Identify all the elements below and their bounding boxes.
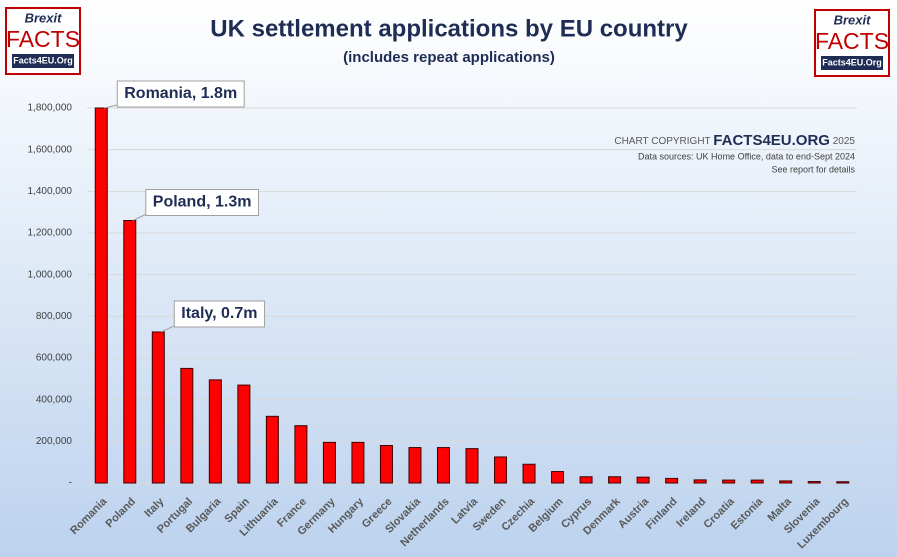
copyright-prefix: CHART COPYRIGHT (614, 136, 710, 147)
copyright-year: 2025 (833, 136, 856, 147)
y-tick-label: 1,800,000 (28, 103, 73, 114)
bar (237, 384, 251, 484)
callout-box (145, 189, 259, 216)
logo-url: Facts4EU.Org (822, 57, 882, 67)
logo-band (821, 56, 883, 70)
bar (579, 476, 593, 484)
annotation: Poland, 1.3m (153, 194, 252, 211)
bar (836, 481, 850, 484)
y-tick-label: 1,600,000 (28, 144, 73, 155)
copyright: CHART COPYRIGHT FACTS4EU.ORG 2025 (614, 132, 855, 149)
y-tick-label: 400,000 (36, 394, 73, 405)
bar (522, 463, 536, 484)
bar (807, 481, 821, 484)
bar (294, 425, 308, 484)
callout: Italy, 0.7m (161, 300, 265, 333)
y-tick-label: 1,200,000 (28, 228, 73, 239)
bar (379, 445, 393, 484)
bar (265, 415, 279, 484)
bar (180, 367, 194, 484)
bar (665, 477, 679, 484)
bar (465, 448, 479, 484)
y-tick-label: 600,000 (36, 353, 73, 364)
bar (779, 480, 793, 484)
callout-box (173, 300, 265, 328)
logo-top: Brexit (834, 12, 872, 27)
logo-top: Brexit (25, 10, 63, 25)
logo-main: FACTS (6, 26, 80, 52)
bar (608, 476, 622, 484)
annotation: Italy, 0.7m (181, 305, 257, 322)
callout: Poland, 1.3m (132, 189, 259, 221)
logo-left: Brexit FACTS Facts4EU.Org (5, 7, 81, 75)
logo-right: Brexit FACTS Facts4EU.Org (814, 9, 890, 77)
bar (494, 456, 508, 484)
y-tick-label: 200,000 (36, 436, 73, 447)
bar (322, 441, 336, 484)
bar (123, 220, 137, 484)
y-tick-label: 1,000,000 (28, 269, 73, 280)
bar (750, 479, 764, 484)
y-tick-label: 800,000 (36, 311, 73, 322)
logo-main: FACTS (815, 28, 889, 54)
bar (94, 107, 108, 484)
chart-subtitle: (includes repeat applications) (343, 49, 555, 66)
source: Data sources: UK Home Office, data to en… (638, 151, 855, 161)
bar (351, 441, 365, 484)
bar (636, 476, 650, 484)
bar (693, 479, 707, 484)
callout-box (116, 80, 245, 108)
copyright-brand: FACTS4EU.ORG (713, 132, 830, 149)
bar (408, 447, 422, 484)
logo-url: Facts4EU.Org (13, 55, 73, 65)
bar (436, 447, 450, 484)
callout: Romania, 1.8m (104, 80, 245, 109)
note: See report for details (771, 164, 855, 174)
chart-title: UK settlement applications by EU country (210, 15, 688, 42)
annotation: Romania, 1.8m (124, 85, 237, 102)
bar (551, 471, 565, 484)
logo-band (12, 54, 74, 68)
y-tick-label: 1,400,000 (28, 186, 73, 197)
y-tick-label: - (69, 478, 72, 489)
bar (151, 331, 165, 484)
bar (208, 379, 222, 484)
bar (722, 479, 736, 484)
